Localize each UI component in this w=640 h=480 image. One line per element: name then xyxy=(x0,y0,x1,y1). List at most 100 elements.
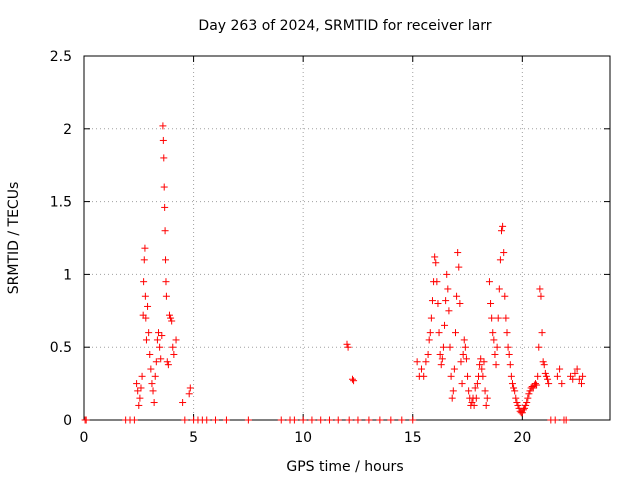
data-point xyxy=(144,302,152,310)
data-point xyxy=(409,416,417,424)
data-point xyxy=(562,416,570,424)
data-point xyxy=(137,384,145,392)
data-point xyxy=(499,222,507,230)
data-point xyxy=(571,369,579,377)
data-point xyxy=(141,244,149,252)
y-tick-label: 2.5 xyxy=(50,49,72,65)
data-point xyxy=(479,372,487,380)
x-tick-label: 10 xyxy=(294,430,312,446)
y-tick-label: 1 xyxy=(63,267,72,283)
data-point xyxy=(521,404,529,412)
data-point xyxy=(135,401,143,409)
data-point xyxy=(476,361,484,369)
data-point xyxy=(513,399,521,407)
data-point xyxy=(140,278,148,286)
data-point xyxy=(454,249,462,257)
y-axis-label: SRMTID / TECUs xyxy=(6,182,22,295)
data-point xyxy=(343,340,351,348)
data-point xyxy=(487,300,495,308)
data-point xyxy=(149,387,157,395)
data-point xyxy=(442,297,450,305)
data-point xyxy=(418,365,426,373)
data-points xyxy=(81,122,587,424)
data-point xyxy=(558,380,566,388)
data-point xyxy=(448,394,456,402)
data-point xyxy=(531,380,539,388)
data-point xyxy=(526,387,534,395)
x-axis-label: GPS time / hours xyxy=(286,459,403,475)
data-point xyxy=(325,416,333,424)
data-point xyxy=(449,387,457,395)
data-point xyxy=(203,416,211,424)
data-point xyxy=(82,416,90,424)
data-point xyxy=(148,380,156,388)
data-point xyxy=(447,372,455,380)
data-point xyxy=(142,336,150,344)
data-point xyxy=(470,401,478,409)
data-point xyxy=(436,350,444,358)
data-point xyxy=(167,314,175,322)
data-point xyxy=(542,372,550,380)
data-point xyxy=(438,355,446,363)
data-point xyxy=(161,203,169,211)
data-point xyxy=(161,227,169,235)
data-point xyxy=(538,329,546,337)
data-point xyxy=(428,297,436,305)
data-point xyxy=(536,285,544,293)
data-point xyxy=(534,372,542,380)
data-point xyxy=(579,372,587,380)
data-point xyxy=(145,329,153,337)
data-point xyxy=(556,365,564,373)
data-point xyxy=(529,384,537,392)
data-point xyxy=(212,416,219,424)
data-point xyxy=(141,292,149,300)
data-point xyxy=(185,390,193,398)
data-point xyxy=(165,311,173,319)
data-point xyxy=(457,358,465,366)
x-tick-label: 20 xyxy=(513,430,531,446)
data-point xyxy=(519,406,527,414)
data-point xyxy=(471,384,479,392)
data-point xyxy=(512,394,520,402)
data-point xyxy=(158,332,166,340)
x-tick-label: 15 xyxy=(404,430,422,446)
data-point xyxy=(155,329,163,337)
data-point xyxy=(159,136,167,144)
data-point xyxy=(545,380,553,388)
data-point xyxy=(578,380,586,388)
data-point xyxy=(535,343,543,351)
data-point xyxy=(461,343,469,351)
data-point xyxy=(518,409,526,417)
data-point xyxy=(495,285,503,293)
data-point xyxy=(472,394,480,402)
data-point xyxy=(348,375,356,383)
grid-lines xyxy=(84,56,610,420)
data-point xyxy=(160,154,168,162)
data-point xyxy=(544,375,552,383)
data-point xyxy=(159,122,167,130)
data-point xyxy=(500,249,508,257)
data-point xyxy=(169,343,177,351)
y-tick-label: 0.5 xyxy=(50,340,72,356)
data-point xyxy=(424,350,432,358)
y-tick-label: 1.5 xyxy=(50,195,72,211)
x-tick-label: 5 xyxy=(189,430,198,446)
data-point xyxy=(164,361,172,369)
data-point xyxy=(573,365,581,373)
data-point xyxy=(506,361,514,369)
data-point xyxy=(435,329,443,337)
data-point xyxy=(450,365,458,373)
data-point xyxy=(140,256,148,264)
data-point xyxy=(510,384,518,392)
data-point xyxy=(488,314,496,322)
data-point xyxy=(481,387,489,395)
data-point xyxy=(244,416,252,424)
data-point xyxy=(482,401,490,409)
data-point xyxy=(157,355,165,363)
data-point xyxy=(480,358,488,366)
data-point xyxy=(150,399,158,407)
data-point xyxy=(459,350,467,358)
data-point xyxy=(134,387,142,395)
data-point xyxy=(172,336,180,344)
data-point xyxy=(422,358,430,366)
